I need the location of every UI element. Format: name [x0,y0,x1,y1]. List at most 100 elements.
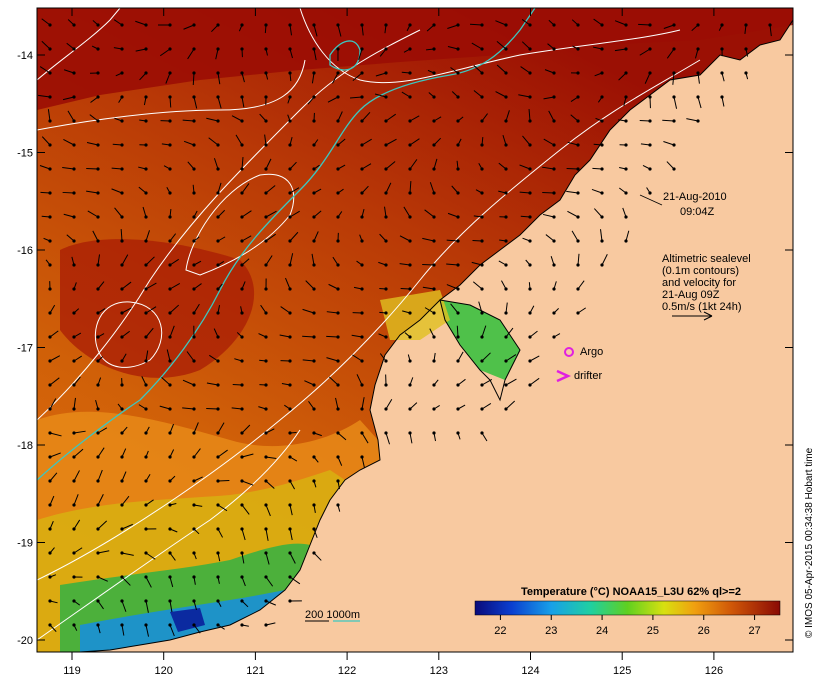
velocity-arrow-base [576,311,580,315]
velocity-arrow [326,335,339,338]
velocity-arrow [265,552,270,565]
velocity-arrow-base [624,167,628,171]
velocity-arrow [169,600,173,613]
velocity-arrow-base [336,71,340,75]
velocity-arrow-base [72,119,76,123]
velocity-arrow-base [264,599,268,603]
velocity-arrow [505,110,510,122]
velocity-arrow-base [360,287,364,291]
velocity-arrow-base [360,47,364,51]
velocity-arrow-base [192,167,196,171]
colorbar-tick-label: 22 [494,625,506,637]
velocity-arrow [280,306,291,314]
velocity-arrow [38,94,51,98]
velocity-arrow-base [312,47,316,51]
argo-label: Argo [580,346,603,358]
velocity-arrow-base [192,455,196,459]
velocity-arrow [63,69,75,74]
velocity-arrow-base [192,335,196,339]
velocity-arrow [47,109,51,122]
lon-tick-label: 119 [63,665,81,677]
velocity-arrow [73,547,83,554]
velocity-arrow-base [192,575,196,579]
velocity-arrow [472,281,483,290]
velocity-arrow [622,207,627,218]
velocity-arrow-base [336,47,340,51]
velocity-arrow-base [576,287,580,291]
velocity-arrow [145,230,150,242]
velocity-arrow [206,117,219,122]
velocity-arrow [571,230,579,242]
velocity-arrow [217,449,228,458]
velocity-arrow-base [720,23,724,27]
velocity-arrow-base [216,551,220,555]
velocity-arrow [279,334,291,338]
velocity-arrow-base [384,143,388,147]
velocity-arrow-base [552,143,556,147]
velocity-arrow [39,66,51,74]
velocity-arrow-base [192,551,196,555]
velocity-arrow-base [192,47,196,51]
velocity-arrow [63,213,75,218]
velocity-arrow-base [120,71,124,75]
velocity-arrow-base [672,167,676,171]
velocity-arrow-base [624,119,628,123]
date-label: 21-Aug-2010 [663,191,727,203]
velocity-arrow [326,311,339,314]
velocity-arrow [505,354,517,362]
velocity-arrow [361,163,372,170]
velocity-arrow [145,306,157,314]
velocity-arrow [446,239,459,242]
velocity-arrow [121,307,132,314]
velocity-arrow-base [552,191,556,195]
velocity-arrow [519,191,531,194]
drifter-label: drifter [574,370,602,382]
velocity-arrow-base [672,23,676,27]
velocity-arrow [456,325,459,338]
velocity-arrow-base [408,431,412,435]
velocity-arrow-base [240,71,244,75]
velocity-arrow-base [288,503,292,507]
velocity-arrow-base [48,575,52,579]
velocity-arrow [241,183,250,194]
velocity-arrow-base [336,263,340,267]
velocity-arrow-base [312,479,316,483]
velocity-arrow-base [624,191,628,195]
velocity-arrow-base [384,239,388,243]
velocity-arrow-base [312,191,316,195]
velocity-arrow-base [264,119,268,123]
velocity-arrow-base [528,359,532,363]
velocity-arrow [169,96,172,108]
plot-frame [36,7,794,653]
velocity-arrow [543,96,555,100]
velocity-arrow-base [480,71,484,75]
velocity-arrow-base [312,119,316,123]
velocity-arrow-base [264,311,268,315]
velocity-arrow [505,302,508,314]
velocity-arrow-base [576,143,580,147]
velocity-arrow-base [384,215,388,219]
velocity-arrow-base [216,143,220,147]
velocity-arrow-base [120,407,124,411]
velocity-arrow-base [552,287,556,291]
velocity-arrow-base [288,239,292,243]
velocity-arrow-base [432,359,436,363]
velocity-arrow-base [744,23,748,27]
velocity-arrow-base [216,119,220,123]
velocity-arrow-base [408,47,412,51]
velocity-arrow-base [96,551,100,555]
velocity-arrow-base [360,143,364,147]
velocity-arrow [193,96,198,109]
velocity-arrow-base [648,191,652,195]
velocity-arrow [265,456,277,459]
velocity-arrow-base [168,551,172,555]
velocity-arrow-base [648,143,652,147]
velocity-arrow-base [384,119,388,123]
velocity-arrow [403,206,411,218]
velocity-arrow-base [600,95,604,99]
velocity-arrow [384,206,387,218]
velocity-arrow-base [72,527,76,531]
velocity-arrow-base [552,263,556,267]
velocity-arrow [592,167,603,170]
velocity-arrow [543,138,555,146]
